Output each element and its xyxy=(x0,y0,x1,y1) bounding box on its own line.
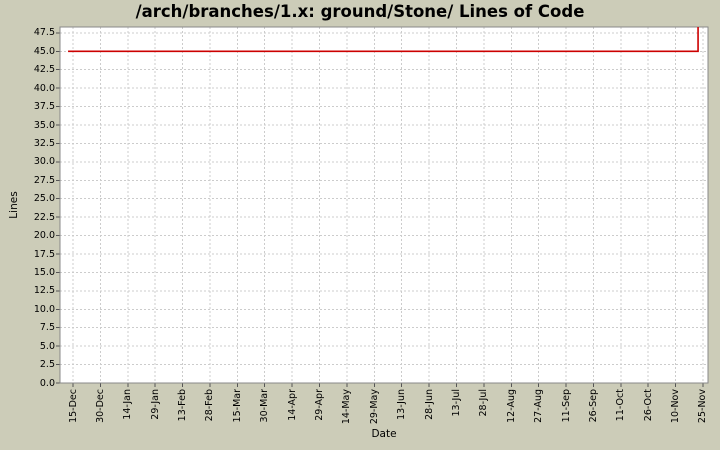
y-tick-label: 17.5 xyxy=(33,248,55,260)
x-tick-label: 13-Jun xyxy=(396,389,408,420)
x-tick-label: 15-Mar xyxy=(231,389,243,423)
x-tick-label: 14-Apr xyxy=(286,389,298,421)
x-tick-label: 10-Nov xyxy=(670,389,682,424)
y-tick-label: 30.0 xyxy=(33,156,55,168)
y-tick-label: 0.0 xyxy=(39,377,55,389)
y-tick-label: 12.5 xyxy=(33,285,55,297)
x-axis-title: Date xyxy=(371,428,397,440)
x-tick-label: 12-Aug xyxy=(505,389,517,423)
x-tick-label: 11-Oct xyxy=(615,389,627,422)
x-tick-label: 15-Dec xyxy=(67,389,79,423)
y-tick-label: 47.5 xyxy=(33,27,55,39)
x-tick-label: 13-Feb xyxy=(177,389,189,422)
y-tick-label: 7.5 xyxy=(39,322,55,334)
y-tick-label: 27.5 xyxy=(33,174,55,186)
y-tick-label: 45.0 xyxy=(33,45,55,57)
y-tick-label: 37.5 xyxy=(33,101,55,113)
y-tick-label: 15.0 xyxy=(33,266,55,278)
x-tick-label: 29-Apr xyxy=(314,389,326,421)
y-tick-label: 5.0 xyxy=(39,340,55,352)
x-tick-label: 25-Nov xyxy=(697,389,709,424)
plot-border xyxy=(59,26,709,384)
series-line-lines-of-code xyxy=(68,27,699,53)
plot-background xyxy=(60,27,708,383)
y-tick-label: 40.0 xyxy=(33,82,55,94)
x-tick-label: 30-Dec xyxy=(94,389,106,423)
x-tick-label: 14-Jan xyxy=(122,389,134,420)
x-tick-label: 29-Jan xyxy=(149,389,161,420)
x-tick-label: 11-Sep xyxy=(560,389,572,423)
x-tick-label: 13-Jul xyxy=(450,389,462,417)
x-tick-label: 29-May xyxy=(368,389,380,425)
x-tick-label: 26-Oct xyxy=(642,389,654,422)
y-tick-label: 10.0 xyxy=(33,303,55,315)
y-tick-label: 2.5 xyxy=(39,359,55,371)
x-tick-label: 28-Feb xyxy=(204,389,216,422)
chart-title: /arch/branches/1.x: ground/Stone/ Lines … xyxy=(135,2,585,21)
x-tick-label: 28-Jun xyxy=(423,389,435,420)
y-tick-label: 35.0 xyxy=(33,119,55,131)
y-tick-label: 25.0 xyxy=(33,193,55,205)
y-tick-label: 32.5 xyxy=(33,137,55,149)
x-tick-label: 26-Sep xyxy=(587,389,599,423)
x-tick-label: 14-May xyxy=(341,389,353,425)
x-tick-label: 28-Jul xyxy=(478,389,490,417)
x-tick-label: 27-Aug xyxy=(533,389,545,423)
y-tick-label: 22.5 xyxy=(33,211,55,223)
x-tick-label: 30-Mar xyxy=(259,389,271,423)
y-tick-label: 42.5 xyxy=(33,64,55,76)
y-tick-label: 20.0 xyxy=(33,230,55,242)
